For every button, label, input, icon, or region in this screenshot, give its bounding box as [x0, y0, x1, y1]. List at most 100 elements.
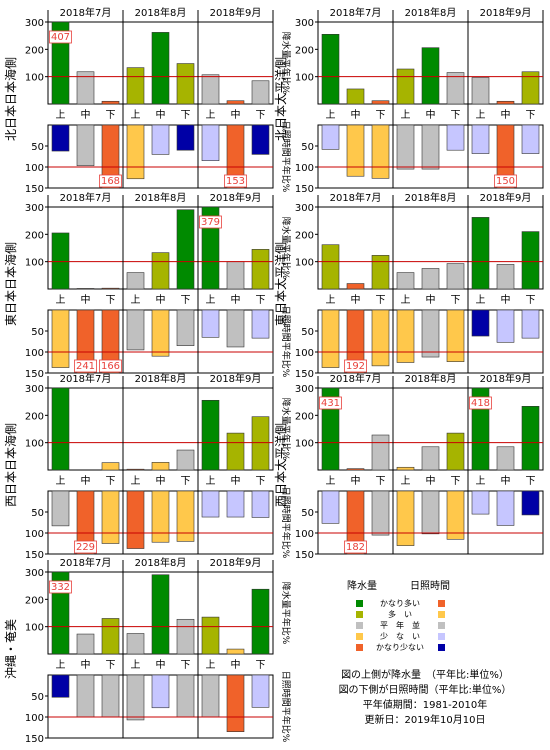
- decade-label: 中: [501, 108, 511, 121]
- decade-label: 上: [476, 109, 486, 121]
- sunshine-tick-label: 50: [31, 142, 44, 153]
- sunshine-tick-label: 50: [301, 142, 314, 153]
- sunshine-bar: [201, 124, 220, 162]
- sunshine-bar: [251, 674, 270, 708]
- precip-bar: [251, 588, 270, 655]
- note-sunshine: 図の下側が日照時間（平年比:単位%）: [338, 685, 512, 696]
- region-title: 北日本太平洋側: [273, 57, 288, 141]
- decade-label: 上: [206, 659, 216, 671]
- legend-row-label: 少 な い: [380, 632, 420, 641]
- legend-row-label: かなり多い: [380, 598, 420, 608]
- precip-bar: [51, 387, 70, 471]
- sunshine-bar: [371, 309, 390, 367]
- precip-bar: [371, 255, 390, 290]
- legend-swatch-sunshine: [438, 633, 445, 640]
- decade-label: 下: [451, 476, 461, 487]
- sunshine-bar: [371, 124, 390, 179]
- decade-label: 上: [206, 475, 216, 487]
- precip-bar: [496, 100, 515, 105]
- precip-tick-label: 100: [25, 439, 44, 450]
- sunshine-bar: [76, 124, 95, 167]
- sunshine-tick-label: 100: [295, 529, 314, 540]
- sunshine-tick-label: 100: [25, 529, 44, 540]
- sunshine-bar: [151, 490, 170, 543]
- precip-overflow-value: 379: [201, 217, 220, 228]
- precip-bar: [471, 217, 490, 290]
- notes-block: 図の上側が降水量 （平年比:単位%） 図の下側が日照時間（平年比:単位%） 平年…: [300, 668, 550, 728]
- region-panel-2: 2018年7月 2018年8月 2018年9月 150 上 中 下 上 中 下 上 中 下 300 200 1…: [273, 6, 544, 195]
- decade-label: 中: [426, 474, 436, 487]
- precip-bar: [421, 47, 440, 105]
- precip-bar: [226, 432, 245, 471]
- overflow-label-box: [199, 215, 222, 229]
- sunshine-tick-label: 150: [25, 369, 44, 380]
- month-label: 2018年9月: [210, 6, 262, 19]
- note-precip: 図の上側が降水量 （平年比:単位%）: [341, 670, 509, 681]
- precip-tick-label: 200: [295, 45, 314, 56]
- decade-label: 中: [156, 658, 166, 671]
- sunshine-bar: [521, 490, 540, 516]
- decade-label: 上: [326, 294, 336, 306]
- precip-bar: [251, 80, 270, 105]
- overflow-label-box: [469, 396, 492, 410]
- month-label: 2018年8月: [135, 6, 187, 19]
- sunshine-bar: [521, 124, 540, 154]
- decade-label: 下: [526, 295, 536, 306]
- precip-axis-title: 降水量平年比%: [280, 582, 292, 645]
- month-label: 2018年9月: [210, 372, 262, 385]
- precip-tick-label: 100: [295, 73, 314, 84]
- sunshine-overflow-value: 166: [101, 361, 120, 372]
- sunshine-bar: [226, 674, 245, 733]
- precip-bar: [51, 232, 70, 290]
- month-label: 2018年7月: [330, 6, 382, 19]
- sunshine-tick-label: 100: [295, 348, 314, 359]
- decade-label: 中: [426, 108, 436, 121]
- precip-bar: [176, 63, 195, 105]
- sunshine-bar: [421, 309, 440, 358]
- precip-bar: [176, 449, 195, 471]
- decade-label: 中: [351, 293, 361, 306]
- region-title: 西日本日本海側: [3, 423, 18, 507]
- precip-bar: [101, 287, 120, 290]
- precip-bar: [446, 72, 465, 105]
- overflow-label-box: [99, 359, 122, 373]
- note-updated: 更新日：2019年10月10日: [364, 715, 486, 726]
- month-label: 2018年8月: [405, 191, 457, 204]
- sunshine-axis-title: 日照時間平年比%: [280, 306, 292, 378]
- precip-bar: [421, 268, 440, 290]
- sunshine-bar: [201, 309, 220, 338]
- precip-bar: [101, 462, 120, 471]
- decade-label: 上: [131, 294, 141, 306]
- decade-label: 上: [401, 294, 411, 306]
- precip-bar: [101, 618, 120, 655]
- sunshine-bar: [471, 309, 490, 337]
- legend-swatch-precip: [356, 644, 363, 651]
- sunshine-tick-label: 150: [25, 734, 44, 745]
- legend-row-label: かなり少ない: [376, 643, 424, 652]
- region-title: 西日本太平洋側: [273, 423, 288, 507]
- sunshine-bar: [101, 490, 120, 544]
- overflow-label-box: [344, 359, 367, 373]
- sunshine-axis-title: 日照時間平年比%: [280, 671, 292, 743]
- sunshine-tick-label: 50: [301, 508, 314, 519]
- legend-swatch-sunshine: [438, 611, 445, 618]
- sunshine-bar: [496, 309, 515, 343]
- sunshine-bar: [251, 124, 270, 155]
- sunshine-bar: [51, 124, 70, 152]
- decade-label: 上: [476, 475, 486, 487]
- month-label: 2018年8月: [135, 372, 187, 385]
- decade-label: 上: [326, 109, 336, 121]
- legend-header-sunshine: 日照時間: [410, 580, 450, 592]
- precip-bar: [321, 244, 340, 290]
- decade-label: 下: [106, 660, 116, 671]
- sunshine-bar: [76, 674, 95, 718]
- decade-label: 中: [81, 474, 91, 487]
- precip-bar: [76, 71, 95, 105]
- decade-label: 下: [106, 110, 116, 121]
- precip-bar: [226, 100, 245, 105]
- precip-tick-label: 100: [25, 258, 44, 269]
- month-label: 2018年9月: [480, 191, 532, 204]
- decade-label: 中: [231, 108, 241, 121]
- sunshine-bar: [321, 124, 340, 150]
- decade-label: 上: [131, 659, 141, 671]
